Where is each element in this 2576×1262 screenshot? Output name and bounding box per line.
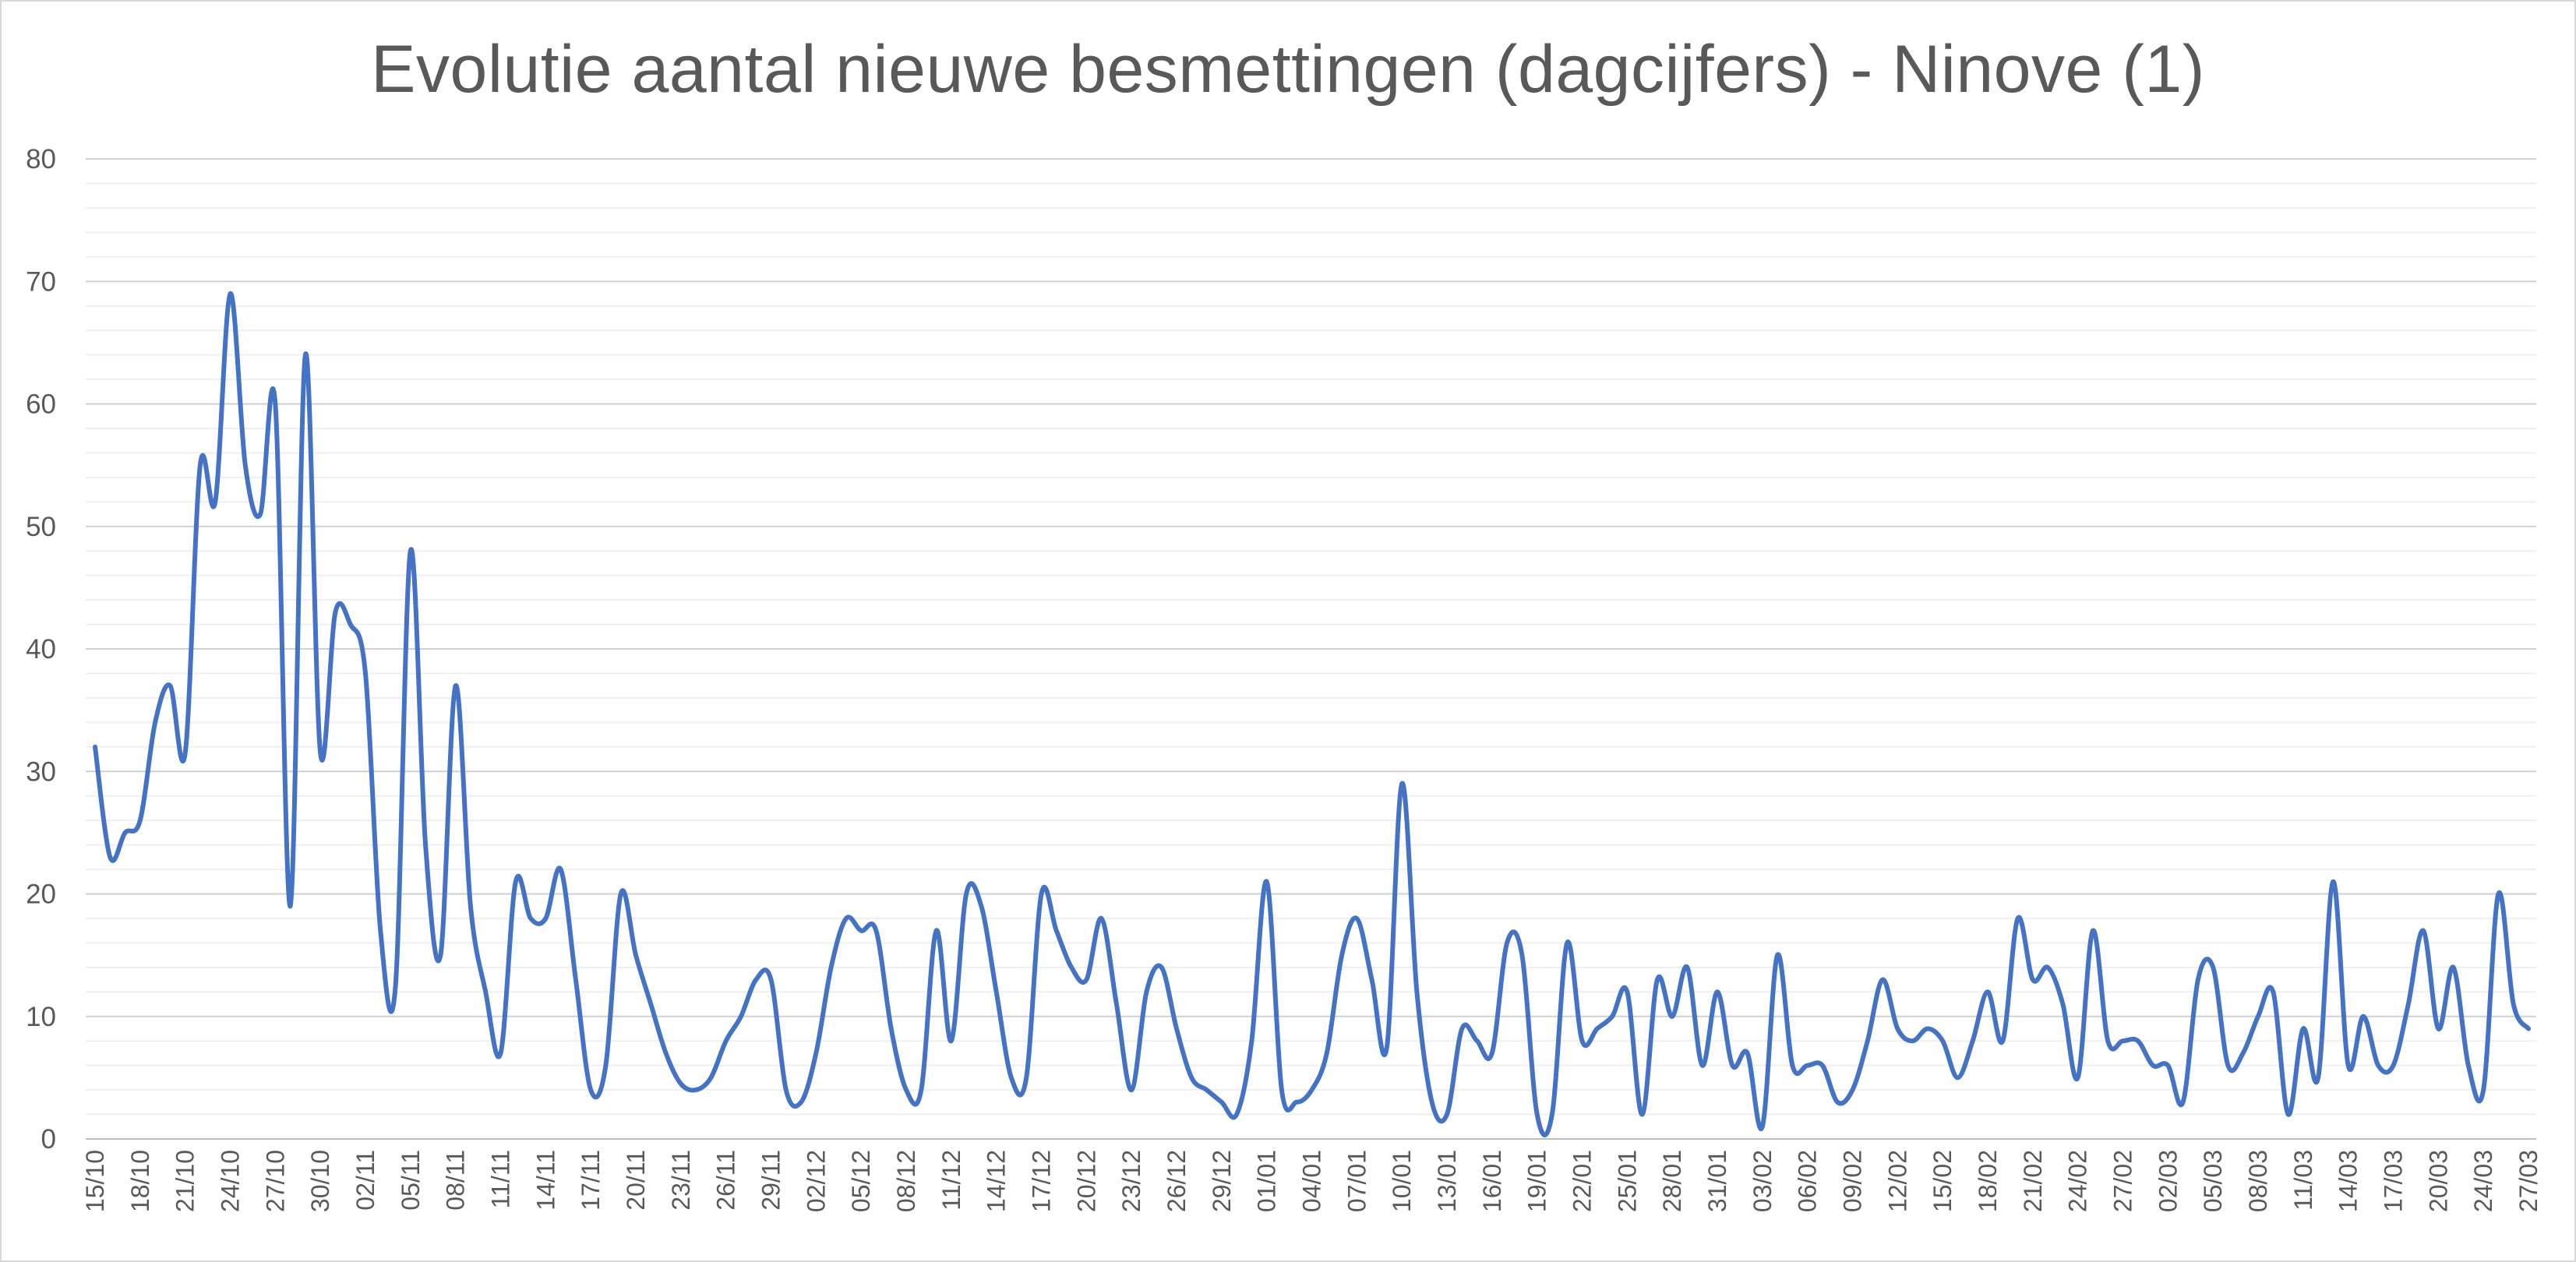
x-tick-label: 10/01 [1388, 1150, 1416, 1212]
x-tick-label: 14/12 [983, 1150, 1011, 1212]
series-line-besmettingen [93, 291, 2531, 1137]
x-tick-label: 05/11 [397, 1150, 425, 1211]
x-tick-label: 07/01 [1343, 1150, 1371, 1212]
x-tick-label: 04/01 [1298, 1150, 1326, 1212]
y-tick-label: 40 [26, 634, 56, 664]
y-tick-label: 70 [26, 266, 56, 297]
x-tick-label: 26/11 [712, 1150, 740, 1211]
x-tick-label: 26/12 [1163, 1150, 1191, 1212]
x-tick-label: 20/03 [2424, 1150, 2452, 1212]
x-tick-label: 30/10 [306, 1150, 334, 1212]
x-tick-label: 23/11 [667, 1150, 695, 1211]
x-tick-label: 29/12 [1208, 1150, 1236, 1212]
x-tick-label: 27/02 [2109, 1150, 2137, 1212]
x-tick-label: 27/03 [2514, 1150, 2542, 1212]
major-gridlines [86, 158, 2536, 1017]
y-axis-tick-labels: 0 10 20 30 40 50 60 70 80 [26, 144, 56, 1154]
x-tick-label: 31/01 [1703, 1150, 1731, 1212]
x-tick-label: 18/10 [126, 1150, 154, 1212]
x-tick-label: 14/11 [531, 1150, 559, 1211]
x-tick-label: 29/11 [757, 1150, 785, 1211]
x-tick-label: 17/12 [1028, 1150, 1056, 1212]
x-tick-label: 28/01 [1658, 1150, 1686, 1212]
x-tick-label: 21/02 [2019, 1150, 2047, 1212]
x-tick-label: 06/02 [1794, 1150, 1822, 1212]
x-tick-label: 17/11 [577, 1150, 605, 1211]
x-tick-label: 14/03 [2334, 1150, 2363, 1212]
x-tick-label: 24/10 [217, 1150, 245, 1212]
x-tick-label: 08/03 [2244, 1150, 2272, 1212]
x-tick-label: 11/12 [937, 1150, 965, 1211]
x-tick-label: 09/02 [1839, 1150, 1867, 1212]
x-tick-label: 15/02 [1928, 1150, 1957, 1212]
x-tick-label: 11/11 [487, 1150, 515, 1208]
x-tick-label: 03/02 [1749, 1150, 1777, 1212]
x-tick-label: 18/02 [1974, 1150, 2002, 1212]
y-tick-label: 10 [26, 1002, 56, 1032]
x-tick-label: 01/01 [1253, 1150, 1281, 1212]
y-tick-label: 20 [26, 880, 56, 910]
x-tick-label: 20/11 [622, 1150, 650, 1211]
x-axis-tick-labels: 15/10 18/10 21/10 24/10 27/10 30/10 02/11 05/11… [81, 1150, 2542, 1212]
y-tick-label: 0 [41, 1124, 56, 1154]
x-tick-label: 08/11 [442, 1150, 470, 1211]
x-tick-label: 23/12 [1117, 1150, 1145, 1212]
y-tick-label: 50 [26, 512, 56, 542]
x-tick-label: 08/12 [892, 1150, 920, 1212]
x-tick-label: 19/01 [1523, 1150, 1551, 1212]
x-tick-label: 12/02 [1883, 1150, 1911, 1212]
y-tick-label: 30 [26, 756, 56, 787]
x-tick-label: 02/12 [802, 1150, 830, 1212]
x-tick-label: 02/03 [2154, 1150, 2182, 1212]
x-tick-label: 11/03 [2289, 1150, 2317, 1211]
x-tick-label: 02/11 [351, 1150, 379, 1211]
y-tick-label: 80 [26, 144, 56, 174]
x-tick-label: 21/10 [171, 1150, 199, 1212]
x-tick-label: 22/01 [1569, 1150, 1597, 1212]
x-tick-label: 17/03 [2380, 1150, 2408, 1212]
x-tick-label: 16/01 [1478, 1150, 1506, 1212]
x-tick-label: 24/03 [2469, 1150, 2497, 1212]
chart-title: Evolutie aantal nieuwe besmettingen (dag… [371, 32, 2205, 107]
x-tick-label: 20/12 [1072, 1150, 1100, 1212]
x-tick-label: 13/01 [1433, 1150, 1461, 1212]
x-tick-label: 27/10 [261, 1150, 289, 1212]
x-tick-label: 25/01 [1613, 1150, 1641, 1212]
y-tick-label: 60 [26, 390, 56, 420]
x-tick-label: 15/10 [81, 1150, 109, 1212]
x-tick-label: 05/03 [2199, 1150, 2227, 1212]
x-tick-label: 24/02 [2064, 1150, 2092, 1212]
x-tick-label: 05/12 [847, 1150, 875, 1212]
